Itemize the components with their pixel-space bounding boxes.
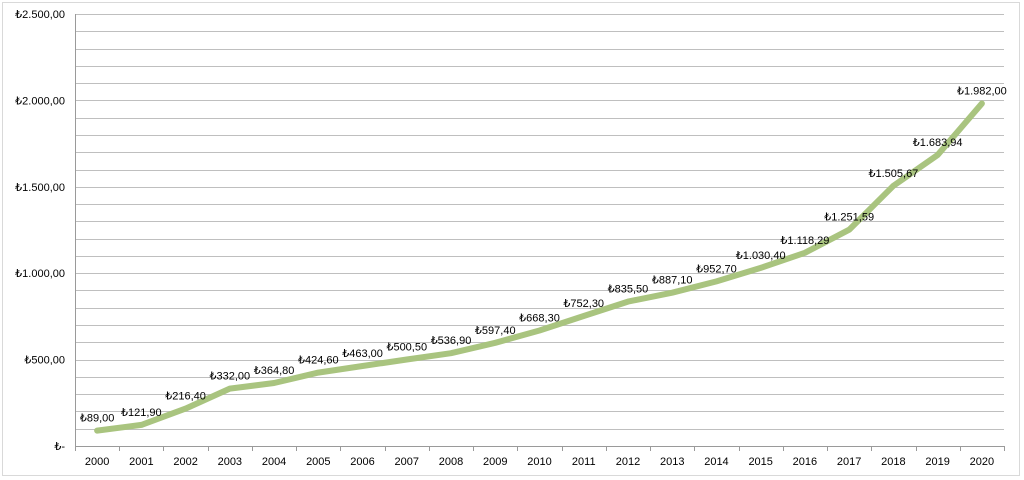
y-tick-label: ₺2.500,00 xyxy=(15,9,65,21)
data-label: ₺835,50 xyxy=(608,284,649,296)
x-tick-label: 2011 xyxy=(572,456,596,468)
data-point xyxy=(979,101,985,107)
data-point xyxy=(404,357,410,363)
data-labels: ₺89,00 ₺121,90₺216,40 ₺332,00 ₺364,80₺424,6… xyxy=(80,86,1007,425)
x-tick-label: 2009 xyxy=(483,456,507,468)
x-tick-label: 2016 xyxy=(793,456,817,468)
data-point xyxy=(271,380,277,386)
data-point xyxy=(315,370,321,376)
data-label: ₺752,30 xyxy=(563,298,604,310)
x-tick-label: 2014 xyxy=(704,456,728,468)
x-tick-label: 2020 xyxy=(970,456,994,468)
data-point xyxy=(183,406,189,412)
x-tick-label: 2001 xyxy=(129,456,153,468)
x-tick-label: 2019 xyxy=(925,456,949,468)
data-point xyxy=(713,278,719,284)
data-label: ₺332,00 xyxy=(210,371,251,383)
x-axis-ticks: 2000 2001 2002 2003 2004 2005 2006 2007 2008 2009… xyxy=(85,456,994,468)
x-tick-label: 2008 xyxy=(439,456,463,468)
y-tick-label: ₺1.000,00 xyxy=(15,268,65,280)
gridlines xyxy=(75,14,1004,430)
data-point xyxy=(360,363,366,369)
data-point xyxy=(138,422,144,428)
x-tick-label: 2005 xyxy=(306,456,330,468)
x-tick-label: 2012 xyxy=(616,456,640,468)
data-label: ₺952,70 xyxy=(696,263,737,275)
axes xyxy=(75,14,1005,451)
data-label: ₺887,10 xyxy=(652,275,693,287)
data-point xyxy=(448,350,454,356)
data-label: ₺1.251,59 xyxy=(824,212,874,224)
x-tick-label: 2015 xyxy=(748,456,772,468)
data-label: ₺500,50 xyxy=(386,342,427,354)
x-tick-label: 2006 xyxy=(350,456,374,468)
x-tick-label: 2000 xyxy=(85,456,109,468)
data-label: ₺121,90 xyxy=(121,407,162,419)
series-group xyxy=(94,100,985,434)
data-point xyxy=(802,250,808,256)
data-label: ₺536,90 xyxy=(431,335,472,347)
x-tick-label: 2017 xyxy=(837,456,861,468)
data-label: ₺668,30 xyxy=(519,313,560,325)
data-label: ₺424,60 xyxy=(298,355,339,367)
data-label: ₺216,40 xyxy=(165,391,206,403)
x-tick-label: 2018 xyxy=(881,456,905,468)
data-label: ₺364,80 xyxy=(254,365,295,377)
y-axis-ticks: ₺- ₺500,00 ₺1.000,00 ₺1.500,00 ₺2.000,00 ₺2.5… xyxy=(15,9,65,453)
data-point xyxy=(890,183,896,189)
data-label: ₺1.982,00 xyxy=(957,86,1007,98)
x-tick-label: 2004 xyxy=(262,456,286,468)
y-tick-label: ₺500,00 xyxy=(24,355,65,367)
data-label: ₺89,00 xyxy=(80,413,115,425)
data-label: ₺463,00 xyxy=(342,348,383,360)
x-tick-label: 2013 xyxy=(660,456,684,468)
series-line xyxy=(94,100,985,434)
data-point xyxy=(581,313,587,319)
data-point xyxy=(94,428,100,434)
data-point xyxy=(935,152,941,158)
x-tick-label: 2010 xyxy=(527,456,551,468)
data-label: ₺1.118,29 xyxy=(780,235,829,247)
data-point xyxy=(758,265,764,271)
x-tick-label: 2003 xyxy=(218,456,242,468)
y-tick-label: ₺2.000,00 xyxy=(15,95,65,107)
data-point xyxy=(625,299,631,305)
x-tick-label: 2007 xyxy=(395,456,419,468)
data-label: ₺1.030,40 xyxy=(736,250,786,262)
x-tick-label: 2002 xyxy=(173,456,197,468)
data-label: ₺597,40 xyxy=(475,325,516,337)
data-point xyxy=(492,340,498,346)
data-label: ₺1.683,94 xyxy=(913,137,963,149)
y-tick-label: ₺- xyxy=(54,441,65,453)
data-label: ₺1.505,67 xyxy=(868,168,918,180)
data-point xyxy=(669,290,675,296)
data-point xyxy=(537,328,543,334)
y-tick-label: ₺1.500,00 xyxy=(15,182,65,194)
data-point xyxy=(227,386,233,392)
data-point xyxy=(846,227,852,233)
